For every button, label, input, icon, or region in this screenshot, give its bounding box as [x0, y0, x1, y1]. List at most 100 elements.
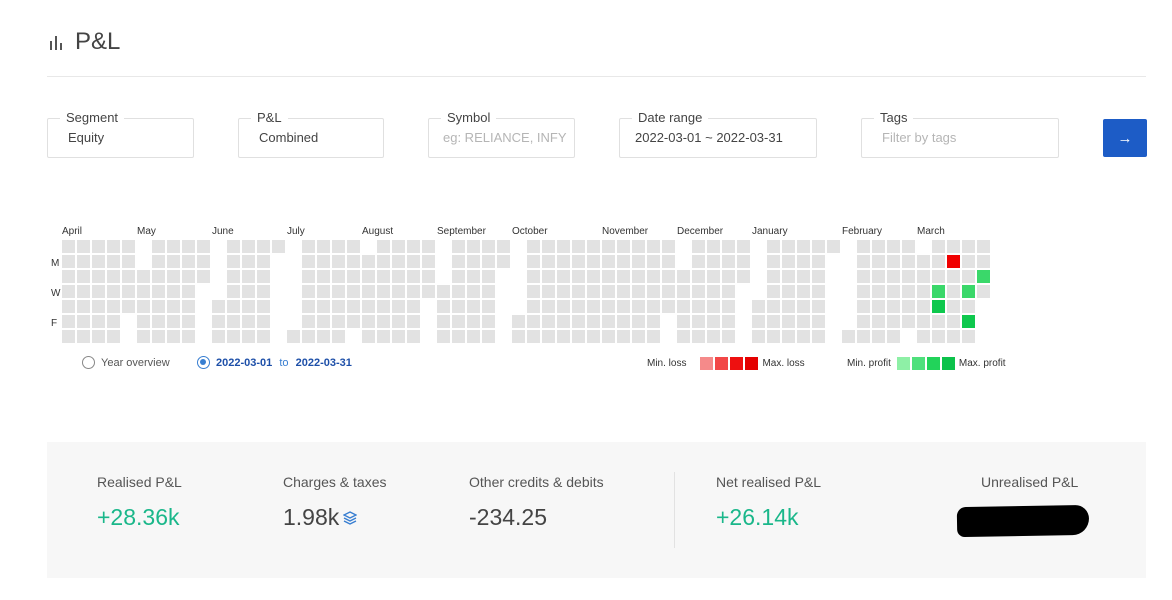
heatmap-cell[interactable]	[692, 285, 705, 298]
heatmap-cell[interactable]	[977, 240, 990, 253]
heatmap-cell[interactable]	[347, 315, 360, 328]
heatmap-cell[interactable]	[947, 255, 960, 268]
heatmap-cell[interactable]	[227, 300, 240, 313]
heatmap-cell[interactable]	[242, 240, 255, 253]
heatmap-cell[interactable]	[122, 285, 135, 298]
heatmap-cell[interactable]	[947, 330, 960, 343]
heatmap-cell[interactable]	[962, 240, 975, 253]
heatmap-cell[interactable]	[332, 255, 345, 268]
heatmap-cell[interactable]	[617, 240, 630, 253]
heatmap-cell[interactable]	[602, 255, 615, 268]
heatmap-cell[interactable]	[332, 300, 345, 313]
heatmap-cell[interactable]	[167, 255, 180, 268]
heatmap-cell[interactable]	[797, 240, 810, 253]
heatmap-cell[interactable]	[377, 300, 390, 313]
heatmap-cell[interactable]	[482, 240, 495, 253]
heatmap-cell[interactable]	[932, 330, 945, 343]
heatmap-cell[interactable]	[182, 240, 195, 253]
heatmap-cell[interactable]	[887, 315, 900, 328]
layers-icon[interactable]	[343, 510, 358, 525]
heatmap-cell[interactable]	[452, 285, 465, 298]
heatmap-cell[interactable]	[227, 285, 240, 298]
heatmap-cell[interactable]	[632, 330, 645, 343]
heatmap-cell[interactable]	[467, 240, 480, 253]
heatmap-cell[interactable]	[527, 300, 540, 313]
heatmap-cell[interactable]	[602, 330, 615, 343]
heatmap-cell[interactable]	[62, 285, 75, 298]
heatmap-cell[interactable]	[887, 240, 900, 253]
heatmap-cell[interactable]	[347, 285, 360, 298]
heatmap-cell[interactable]	[197, 240, 210, 253]
heatmap-cell[interactable]	[287, 330, 300, 343]
heatmap-cell[interactable]	[887, 300, 900, 313]
heatmap-cell[interactable]	[872, 315, 885, 328]
heatmap-cell[interactable]	[482, 330, 495, 343]
heatmap-cell[interactable]	[722, 300, 735, 313]
heatmap-cell[interactable]	[587, 270, 600, 283]
heatmap-cell[interactable]	[902, 240, 915, 253]
heatmap-cell[interactable]	[587, 300, 600, 313]
heatmap-cell[interactable]	[902, 285, 915, 298]
heatmap-cell[interactable]	[632, 240, 645, 253]
heatmap-cell[interactable]	[467, 300, 480, 313]
heatmap-cell[interactable]	[527, 240, 540, 253]
heatmap-cell[interactable]	[752, 330, 765, 343]
heatmap-cell[interactable]	[767, 300, 780, 313]
heatmap-cell[interactable]	[797, 300, 810, 313]
heatmap-cell[interactable]	[407, 270, 420, 283]
heatmap-cell[interactable]	[152, 300, 165, 313]
heatmap-cell[interactable]	[677, 315, 690, 328]
heatmap-cell[interactable]	[557, 285, 570, 298]
heatmap-cell[interactable]	[407, 285, 420, 298]
heatmap-cell[interactable]	[617, 300, 630, 313]
heatmap-cell[interactable]	[917, 300, 930, 313]
heatmap-cell[interactable]	[347, 240, 360, 253]
heatmap-cell[interactable]	[152, 240, 165, 253]
heatmap-cell[interactable]	[887, 330, 900, 343]
heatmap-cell[interactable]	[242, 330, 255, 343]
heatmap-cell[interactable]	[392, 330, 405, 343]
heatmap-cell[interactable]	[257, 330, 270, 343]
heatmap-cell[interactable]	[122, 270, 135, 283]
heatmap-cell[interactable]	[107, 285, 120, 298]
heatmap-cell[interactable]	[947, 315, 960, 328]
heatmap-cell[interactable]	[947, 300, 960, 313]
heatmap-cell[interactable]	[782, 330, 795, 343]
heatmap-cell[interactable]	[182, 315, 195, 328]
heatmap-cell[interactable]	[377, 270, 390, 283]
heatmap-cell[interactable]	[332, 330, 345, 343]
heatmap-cell[interactable]	[467, 255, 480, 268]
heatmap-cell[interactable]	[662, 270, 675, 283]
heatmap-cell[interactable]	[587, 240, 600, 253]
heatmap-cell[interactable]	[812, 315, 825, 328]
heatmap-cell[interactable]	[122, 255, 135, 268]
heatmap-cell[interactable]	[452, 240, 465, 253]
heatmap-cell[interactable]	[437, 330, 450, 343]
heatmap-cell[interactable]	[467, 270, 480, 283]
heatmap-cell[interactable]	[692, 240, 705, 253]
heatmap-cell[interactable]	[752, 300, 765, 313]
heatmap-cell[interactable]	[947, 270, 960, 283]
heatmap-cell[interactable]	[962, 300, 975, 313]
heatmap-cell[interactable]	[977, 270, 990, 283]
heatmap-cell[interactable]	[152, 315, 165, 328]
heatmap-cell[interactable]	[872, 240, 885, 253]
heatmap-cell[interactable]	[632, 285, 645, 298]
heatmap-cell[interactable]	[107, 270, 120, 283]
segment-select[interactable]: Segment Equity	[47, 110, 194, 158]
heatmap-cell[interactable]	[92, 240, 105, 253]
heatmap-cell[interactable]	[167, 285, 180, 298]
heatmap-cell[interactable]	[332, 285, 345, 298]
heatmap-cell[interactable]	[797, 330, 810, 343]
heatmap-cell[interactable]	[692, 330, 705, 343]
heatmap-cell[interactable]	[92, 300, 105, 313]
heatmap-cell[interactable]	[242, 285, 255, 298]
heatmap-cell[interactable]	[77, 330, 90, 343]
heatmap-cell[interactable]	[182, 330, 195, 343]
heatmap-cell[interactable]	[632, 315, 645, 328]
heatmap-cell[interactable]	[962, 285, 975, 298]
heatmap-cell[interactable]	[542, 240, 555, 253]
heatmap-cell[interactable]	[962, 330, 975, 343]
heatmap-cell[interactable]	[857, 300, 870, 313]
heatmap-cell[interactable]	[422, 270, 435, 283]
